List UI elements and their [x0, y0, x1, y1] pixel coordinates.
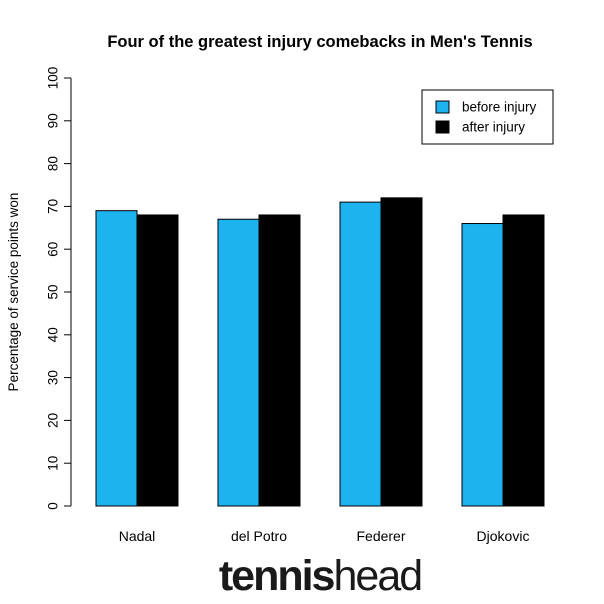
- legend-label: after injury: [462, 120, 525, 135]
- y-tick-label: 0: [46, 502, 61, 510]
- y-axis-label: Percentage of service points won: [6, 193, 21, 392]
- y-tick-label: 60: [46, 242, 61, 257]
- bar-before-injury: [339, 201, 382, 507]
- svg-text:tennishead: tennishead: [219, 552, 421, 600]
- category-label: Nadal: [119, 528, 156, 544]
- legend-swatch: [435, 120, 450, 134]
- chart-title: Four of the greatest injury comebacks in…: [107, 33, 532, 51]
- y-tick-label: 30: [46, 370, 61, 385]
- y-tick-label: 10: [46, 456, 61, 471]
- bar-before-injury: [461, 223, 504, 507]
- y-tick-label: 70: [46, 199, 61, 214]
- legend-swatch: [435, 100, 450, 114]
- logo-text-head: head: [333, 552, 421, 600]
- bar-after-injury: [258, 214, 301, 507]
- y-axis: 0 10 20 30 40 50 60 70 80 90 100: [46, 67, 72, 510]
- bar-after-injury: [136, 214, 179, 507]
- legend-label: before injury: [462, 100, 537, 115]
- legend-box: [421, 89, 554, 145]
- bars-group: [95, 197, 545, 507]
- bar-before-injury: [217, 218, 260, 507]
- category-label: Federer: [356, 528, 405, 544]
- bar-after-injury: [380, 197, 423, 507]
- y-tick-label: 40: [46, 327, 61, 342]
- y-tick-label: 80: [46, 156, 61, 171]
- legend: before injury after injury: [421, 89, 554, 145]
- y-tick-label: 100: [46, 67, 61, 90]
- bar-before-injury: [95, 210, 138, 507]
- brand-logo: tennishead: [219, 552, 423, 600]
- category-label: del Potro: [231, 528, 287, 544]
- bar-after-injury: [502, 214, 545, 507]
- y-tick-label: 90: [46, 113, 61, 128]
- category-labels: Nadal del Potro Federer Djokovic: [119, 528, 530, 544]
- logo-text-tennis: tennis: [219, 552, 335, 600]
- y-tick-label: 20: [46, 413, 61, 428]
- y-tick-label: 50: [46, 284, 61, 299]
- category-label: Djokovic: [477, 528, 530, 544]
